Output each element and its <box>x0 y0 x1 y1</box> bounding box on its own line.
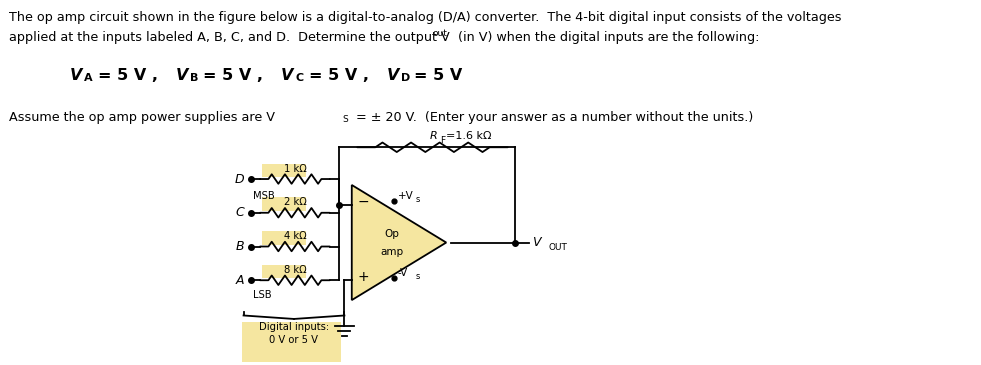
Text: 1 kΩ: 1 kΩ <box>284 164 306 174</box>
Text: 8 kΩ: 8 kΩ <box>284 265 306 275</box>
Bar <box>262 265 306 278</box>
Text: +V: +V <box>397 191 413 201</box>
Text: The op amp circuit shown in the figure below is a digital-to-analog (D/A) conver: The op amp circuit shown in the figure b… <box>9 11 842 24</box>
Text: −: − <box>357 195 369 209</box>
Text: out: out <box>432 28 447 38</box>
Text: 0 V or 5 V: 0 V or 5 V <box>270 335 319 345</box>
Text: S: S <box>342 115 348 124</box>
Text: V: V <box>282 68 293 83</box>
Text: 2 kΩ: 2 kΩ <box>284 197 306 207</box>
Bar <box>241 322 340 362</box>
Text: V: V <box>71 68 82 83</box>
Text: V: V <box>533 236 541 249</box>
Text: OUT: OUT <box>548 243 567 252</box>
Text: A: A <box>84 73 93 83</box>
Text: = 5 V ,: = 5 V , <box>309 68 369 83</box>
Text: Assume the op amp power supplies are V: Assume the op amp power supplies are V <box>9 111 275 123</box>
Text: Digital inputs:: Digital inputs: <box>259 322 329 332</box>
Text: -V: -V <box>397 268 408 278</box>
Text: (in V) when the digital inputs are the following:: (in V) when the digital inputs are the f… <box>453 31 759 44</box>
Text: MSB: MSB <box>253 191 275 201</box>
Text: A: A <box>236 274 244 287</box>
Bar <box>262 197 306 211</box>
Text: amp: amp <box>380 247 403 257</box>
Text: B: B <box>190 73 198 83</box>
Text: s: s <box>416 195 420 204</box>
Text: = 5 V ,: = 5 V , <box>98 68 158 83</box>
Text: F: F <box>439 136 445 145</box>
Text: s: s <box>416 272 420 281</box>
Text: D: D <box>401 73 410 83</box>
Text: R: R <box>430 131 438 141</box>
Text: Op: Op <box>385 228 399 239</box>
Text: =1.6 kΩ: =1.6 kΩ <box>446 131 491 141</box>
Text: V: V <box>387 68 399 83</box>
Text: C: C <box>235 206 244 219</box>
Text: +: + <box>357 270 369 284</box>
Text: = 5 V: = 5 V <box>414 68 462 83</box>
Text: applied at the inputs labeled A, B, C, and D.  Determine the output V: applied at the inputs labeled A, B, C, a… <box>9 31 449 44</box>
Bar <box>262 231 306 245</box>
Text: LSB: LSB <box>253 290 272 300</box>
Text: D: D <box>234 173 244 185</box>
Bar <box>262 164 306 177</box>
Text: 4 kΩ: 4 kΩ <box>284 231 306 241</box>
Text: V: V <box>176 68 188 83</box>
Text: C: C <box>295 73 303 83</box>
Text: = ± 20 V.  (Enter your answer as a number without the units.): = ± 20 V. (Enter your answer as a number… <box>352 111 753 123</box>
Polygon shape <box>352 185 446 300</box>
Text: B: B <box>235 240 244 253</box>
Text: = 5 V ,: = 5 V , <box>203 68 263 83</box>
